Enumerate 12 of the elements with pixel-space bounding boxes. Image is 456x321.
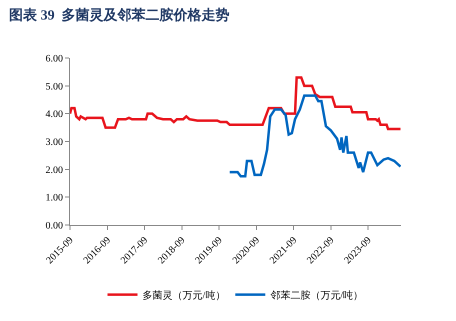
chart-title: 图表 39 多菌灵及邻苯二胺价格走势	[9, 6, 230, 24]
legend-label: 邻苯二胺（万元/吨）	[270, 290, 364, 302]
y-tick-label: 2.00	[46, 164, 63, 176]
y-tick-label: 5.00	[46, 81, 63, 92]
legend-label: 多菌灵（万元/吨）	[142, 290, 226, 302]
y-tick-label: 6.00	[46, 54, 63, 64]
line-series	[228, 94, 401, 178]
line-series	[70, 76, 401, 130]
y-tick-label: 3.00	[46, 137, 63, 148]
y-tick-label: 4.00	[46, 109, 63, 120]
y-tick-label: 0.00	[46, 220, 63, 232]
y-tick-label: 1.00	[46, 192, 63, 204]
